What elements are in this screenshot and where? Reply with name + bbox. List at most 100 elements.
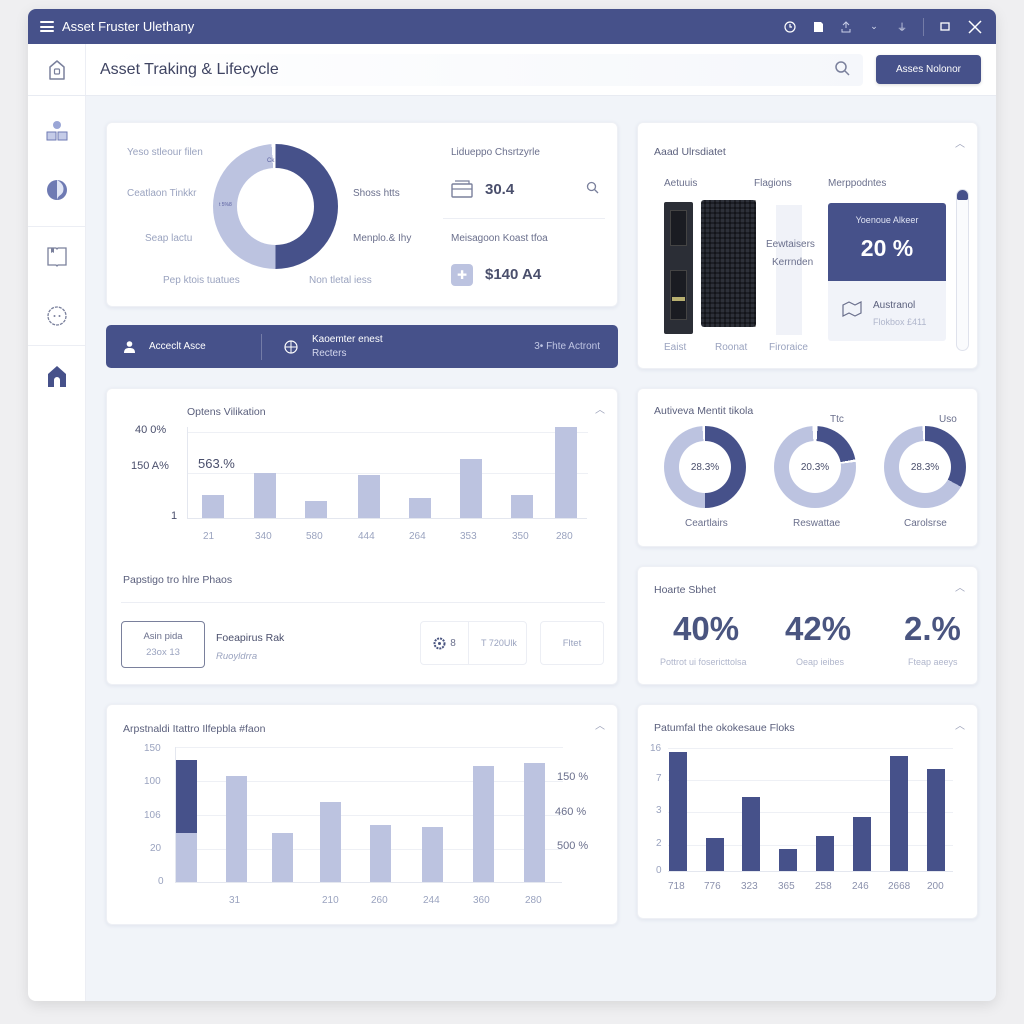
highlight-value: 563.%	[198, 456, 235, 471]
x-axis-label: 244	[423, 895, 440, 906]
page-title: Asset Traking & Lifecycle	[100, 60, 279, 78]
filter-action-link[interactable]: 3• Fhte Actront	[534, 341, 600, 352]
collapse-chevron-icon[interactable]: ︿	[955, 721, 965, 732]
tag-home-button[interactable]	[28, 44, 86, 95]
app-window: Asset Fruster Ulethany ⌄ ⏚	[28, 9, 996, 1001]
chart-bar[interactable]	[202, 495, 224, 518]
y-axis-label: 0	[158, 876, 164, 887]
pin-icon[interactable]: ⏚	[897, 23, 907, 34]
clock-icon[interactable]	[783, 20, 797, 34]
chart-bar[interactable]	[779, 849, 797, 871]
bottom-label: Roonat	[715, 342, 748, 353]
x-axis-label: 2668	[888, 881, 911, 892]
sidebar-item-library[interactable]	[28, 227, 86, 286]
tag-icon	[48, 59, 65, 80]
kpi-value: $140 A4	[485, 266, 542, 283]
share-icon[interactable]	[839, 20, 853, 34]
x-axis-label: 323	[741, 881, 758, 892]
sidebar-item-globe[interactable]	[28, 166, 86, 214]
vertical-scrollbar[interactable]	[956, 189, 969, 351]
card-title: Autiveva Mentit tikola	[654, 405, 754, 417]
chart-bar[interactable]	[742, 797, 760, 871]
asset-status-card: Aaad Ulrsdiatet ︿ Aetuuis Flagions Merpp…	[637, 122, 978, 369]
search-icon[interactable]	[834, 60, 850, 81]
highlight-tile-value: 20 %	[860, 235, 914, 261]
sub-tile[interactable]: Austranol Flokbox £411	[828, 281, 946, 341]
collapse-chevron-icon[interactable]: ︿	[595, 721, 605, 732]
search-input[interactable]	[98, 54, 863, 86]
sidebar-item-home[interactable]	[28, 346, 86, 405]
stat-value: 42%	[785, 610, 852, 647]
save-icon[interactable]	[811, 20, 825, 34]
kpi-search-icon[interactable]	[586, 181, 599, 199]
chart-bar[interactable]	[176, 760, 197, 882]
donut-label: Reswattae	[793, 518, 841, 529]
server-rack-image[interactable]	[701, 200, 756, 327]
account-action-button[interactable]: Acceclt Asce	[106, 325, 261, 368]
chart-bar[interactable]	[422, 827, 443, 882]
y-axis-label: 7	[656, 773, 662, 784]
y-axis-label: 3	[656, 805, 662, 816]
chart-bar[interactable]	[927, 769, 945, 871]
chart-bar[interactable]	[853, 817, 871, 871]
chart-bar[interactable]	[305, 501, 327, 518]
highlight-tile[interactable]: Yoenoue Alkeer 20 %	[828, 203, 946, 281]
asset-monitor-button[interactable]: Asses Nolonor	[876, 55, 981, 84]
chart-bar[interactable]	[890, 756, 908, 871]
sidebar-item-profile[interactable]	[28, 286, 86, 345]
chart-bar[interactable]	[358, 475, 380, 518]
column-label: Merppodntes	[828, 178, 887, 189]
server-tower-image[interactable]	[664, 202, 693, 334]
maximize-icon[interactable]	[938, 20, 952, 34]
asset-pick-box[interactable]: Asin pida 23ox 13	[121, 621, 205, 668]
minimize-icon[interactable]: ⌄	[870, 21, 878, 31]
kpi-icon-badge: ✚	[451, 264, 473, 286]
gear-icon	[433, 637, 446, 649]
count-label: T 720Ulk	[481, 638, 517, 648]
card-title: Patumfal the okokesaue Floks	[654, 722, 795, 734]
sidebar-item-users[interactable]	[28, 96, 86, 166]
column-label: Aetuuis	[664, 178, 698, 189]
settings-count-button[interactable]: 8	[421, 622, 469, 664]
chart-bar[interactable]	[370, 825, 391, 882]
chart-bar[interactable]	[511, 495, 533, 518]
stat-label: Oeap ieibes	[796, 657, 845, 667]
potential-card: Patumfal the okokesaue Floks ︿ 16 7 3 2 …	[637, 704, 978, 919]
chart-bar[interactable]	[272, 833, 293, 882]
chart-bar[interactable]	[460, 459, 482, 518]
metric-donut[interactable]: 20.3%	[774, 426, 856, 508]
kpi-divider	[443, 218, 605, 219]
x-axis-label: 246	[852, 881, 869, 892]
x-axis-label: 280	[525, 895, 542, 906]
chart-bar[interactable]	[254, 473, 276, 518]
hamburger-menu-icon[interactable]	[40, 21, 54, 32]
metric-donut[interactable]: 28.3%	[664, 426, 746, 508]
chart-bar[interactable]	[409, 498, 431, 518]
metric-donut[interactable]: 28.3%	[884, 426, 966, 508]
chart-bar[interactable]	[816, 836, 834, 871]
donut-label: Ceartlairs	[685, 518, 728, 529]
kpi-value: 30.4	[485, 181, 515, 198]
chart-bar[interactable]	[473, 766, 494, 882]
separator	[923, 17, 924, 36]
x-axis-label: 264	[409, 531, 426, 542]
asset-pick-title: Asin pida	[143, 630, 183, 642]
chart-bar[interactable]	[320, 802, 341, 882]
kpi-label: Meisagoon Koast tfoa	[451, 233, 548, 244]
collapse-chevron-icon[interactable]: ︿	[595, 405, 605, 416]
collapse-chevron-icon[interactable]: ︿	[955, 583, 965, 594]
chart-bar[interactable]	[226, 776, 247, 882]
asset-pick-value: 23ox 13	[146, 646, 180, 658]
chart-bar[interactable]	[555, 427, 577, 518]
highlight-tile-label: Yoenoue Alkeer	[855, 215, 919, 225]
chart-bar[interactable]	[524, 763, 545, 882]
close-icon[interactable]	[966, 19, 984, 34]
user-icon	[124, 340, 135, 353]
window-title: Asset Fruster Ulethany	[62, 19, 195, 34]
filter-button[interactable]: Fltet	[540, 621, 604, 665]
scrollbar-thumb[interactable]	[957, 190, 968, 200]
collapse-chevron-icon[interactable]: ︿	[955, 139, 965, 150]
chart-bar[interactable]	[669, 752, 687, 871]
chart-bar[interactable]	[706, 838, 724, 871]
recent-action-button[interactable]: Kaoemter enest Recters	[262, 325, 383, 368]
